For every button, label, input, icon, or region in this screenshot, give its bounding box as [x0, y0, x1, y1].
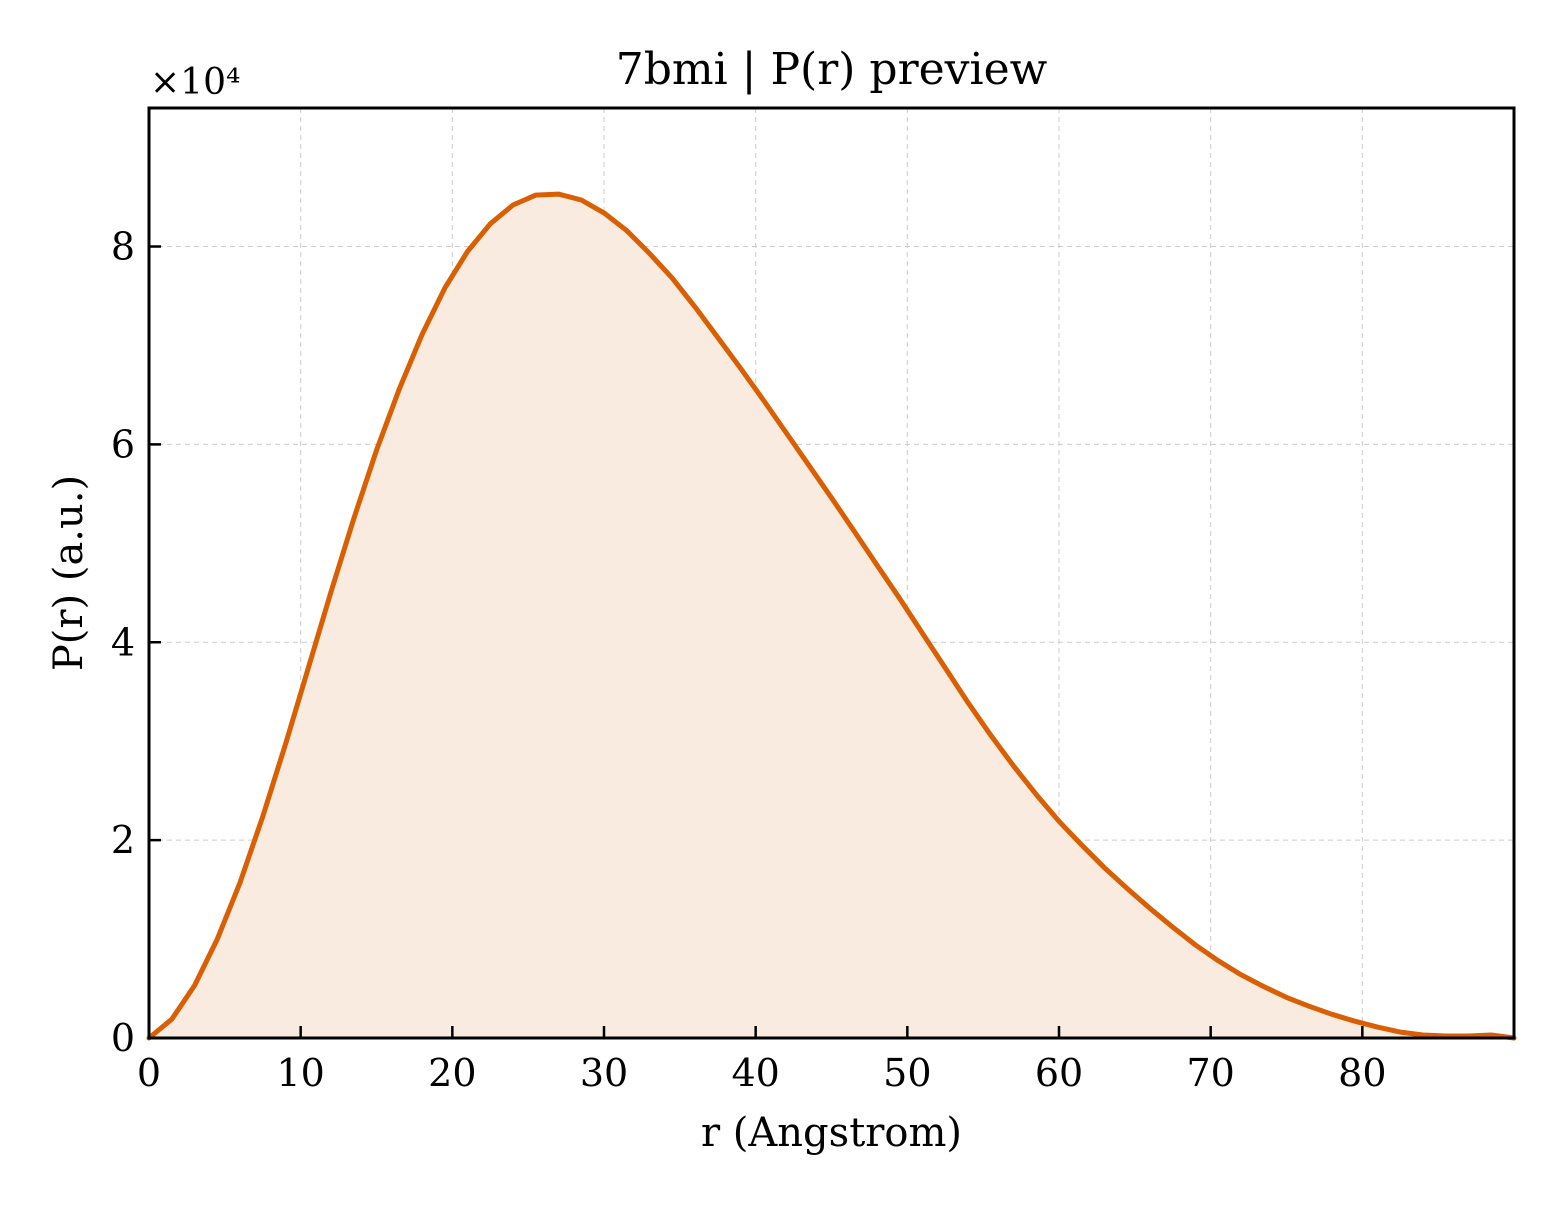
- x-tick-label: 70: [1186, 1051, 1234, 1095]
- x-tick-label: 80: [1338, 1051, 1386, 1095]
- chart-title: 7bmi | P(r) preview: [616, 44, 1048, 95]
- x-tick-label: 60: [1035, 1051, 1083, 1095]
- y-tick-label: 6: [111, 422, 135, 466]
- tick-labels: 0 10 20 30 40 50 60 70 80 0 2 4 6 8: [111, 225, 1387, 1095]
- x-axis-label: r (Angstrom): [701, 1110, 962, 1156]
- y-tick-label: 8: [111, 225, 135, 269]
- x-tick-label: 50: [883, 1051, 931, 1095]
- y-axis-multiplier: ×10⁴: [150, 62, 240, 103]
- tick-marks: [147, 245, 1364, 1040]
- x-tick-label: 0: [137, 1051, 161, 1095]
- x-tick-label: 30: [580, 1051, 628, 1095]
- y-tick-label: 4: [111, 620, 135, 664]
- x-tick-label: 40: [731, 1051, 779, 1095]
- x-tick-label: 20: [428, 1051, 476, 1095]
- y-tick-label: 0: [111, 1016, 135, 1060]
- pr-area-fill: [149, 194, 1514, 1039]
- y-tick-label: 2: [111, 818, 135, 862]
- y-axis-label: P(r) (a.u.): [46, 475, 92, 671]
- x-tick-label: 10: [276, 1051, 324, 1095]
- plot-frame: [147, 106, 1516, 1040]
- pr-curve-line: [146, 191, 1517, 1041]
